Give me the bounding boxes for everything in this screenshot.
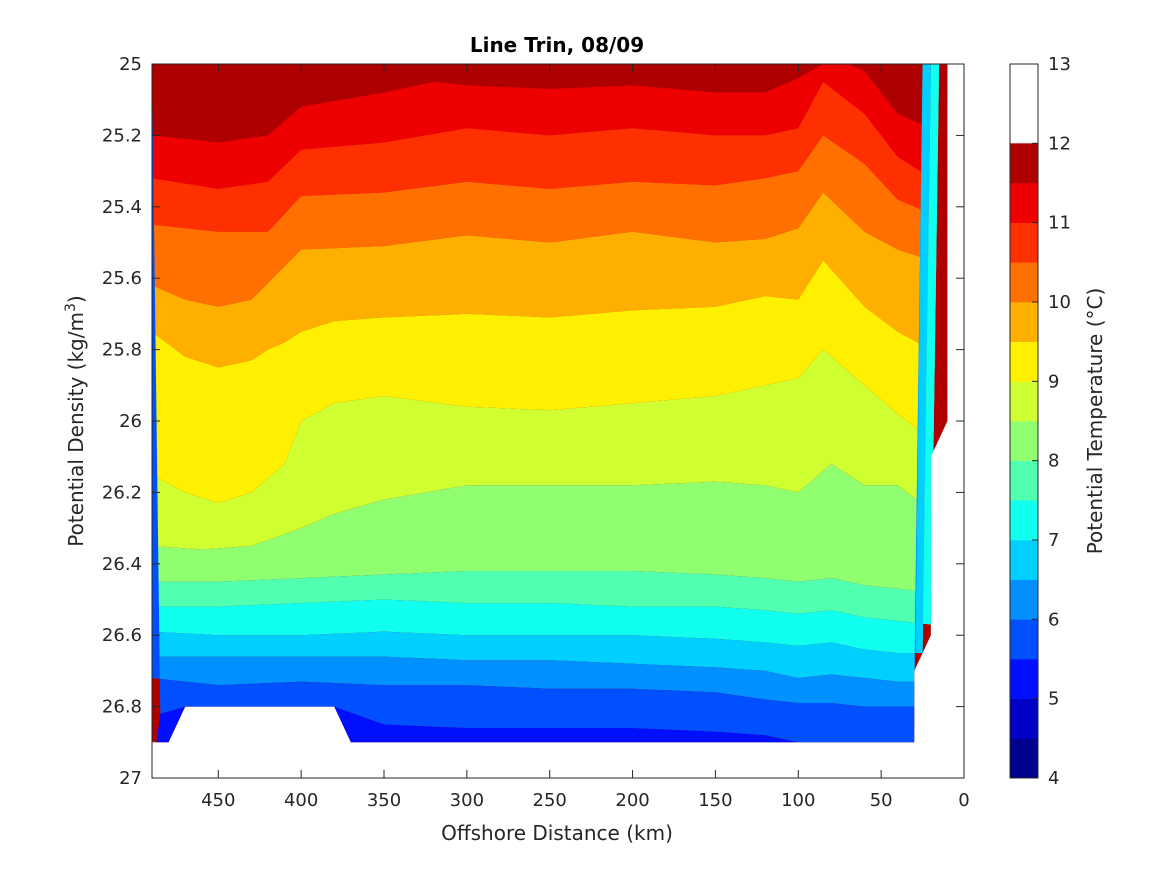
y-tick-label: 26.8 bbox=[102, 697, 142, 718]
colorbar-band bbox=[1010, 500, 1038, 541]
x-tick-label: 50 bbox=[870, 790, 893, 811]
colorbar-tick-label: 11 bbox=[1048, 213, 1071, 234]
y-tick-label: 27 bbox=[119, 768, 142, 789]
colorbar-band bbox=[1010, 143, 1038, 184]
contour-band bbox=[152, 64, 948, 504]
colorbar-frame bbox=[1009, 63, 1039, 779]
colorbar-tick-label: 8 bbox=[1048, 451, 1059, 472]
y-axis-label-superscript: 3 bbox=[63, 303, 79, 312]
colorbar-band bbox=[1010, 619, 1038, 660]
contour-band bbox=[152, 64, 948, 550]
colorbar-tick-label: 7 bbox=[1048, 530, 1059, 551]
colorbar-band bbox=[1010, 421, 1038, 461]
x-axis-label: Offshore Distance (km) bbox=[441, 821, 673, 845]
colorbar-tick-label: 10 bbox=[1048, 292, 1071, 313]
x-tick-label: 400 bbox=[284, 790, 318, 811]
y-tick-label: 25.6 bbox=[102, 268, 142, 289]
contour-band-deep bbox=[152, 706, 948, 743]
contour-band bbox=[152, 64, 948, 143]
y-tick-label: 25.2 bbox=[102, 125, 142, 146]
colorbar-tick-label: 5 bbox=[1048, 689, 1059, 710]
x-tick-label: 450 bbox=[201, 790, 235, 811]
colorbar-band bbox=[1010, 738, 1038, 779]
colorbar-label: Potential Temperature (°C) bbox=[1083, 288, 1107, 555]
x-tick-label: 250 bbox=[533, 790, 567, 811]
colorbar-band bbox=[1010, 381, 1038, 422]
colorbar-tick-label: 6 bbox=[1048, 609, 1059, 630]
contour-fills bbox=[152, 64, 948, 743]
colorbar-tick-label: 9 bbox=[1048, 371, 1059, 392]
contour-band bbox=[152, 64, 948, 368]
x-tick-label: 150 bbox=[698, 790, 732, 811]
y-axis-label-main: Potential Density (kg/m bbox=[64, 312, 88, 547]
x-tick-label: 0 bbox=[958, 790, 969, 811]
colorbar-band bbox=[1010, 302, 1038, 342]
colorbar-band bbox=[1010, 183, 1038, 223]
y-tick-label: 26.4 bbox=[102, 554, 142, 575]
chart-title: Line Trin, 08/09 bbox=[470, 33, 644, 57]
y-axis-label: Potential Density (kg/m3) bbox=[63, 295, 88, 546]
colorbar-band bbox=[1010, 540, 1038, 580]
y-tick-label: 25.8 bbox=[102, 340, 142, 361]
colorbar-tick-label: 13 bbox=[1048, 54, 1071, 75]
y-tick-label: 25 bbox=[119, 54, 142, 75]
x-tick-label: 100 bbox=[781, 790, 815, 811]
y-tick-label: 26.2 bbox=[102, 482, 142, 503]
plot-area bbox=[151, 63, 965, 779]
y-tick-label: 26.6 bbox=[102, 625, 142, 646]
colorbar-band bbox=[1010, 222, 1038, 263]
x-tick-label: 300 bbox=[450, 790, 484, 811]
axis-tick-marks bbox=[152, 63, 965, 779]
contour-band bbox=[152, 64, 948, 307]
y-tick-label: 26 bbox=[119, 411, 142, 432]
contour-band bbox=[152, 64, 948, 189]
colorbar-bands bbox=[1010, 143, 1038, 779]
colorbar-band bbox=[1010, 460, 1038, 501]
colorbar-tick-label: 12 bbox=[1048, 133, 1071, 154]
colorbar-tick-label: 4 bbox=[1048, 768, 1059, 789]
contour-band bbox=[152, 64, 948, 232]
contour-band bbox=[152, 64, 948, 593]
colorbar-band bbox=[1010, 659, 1038, 699]
colorbar-band bbox=[1010, 579, 1038, 620]
y-axis-label-close: ) bbox=[64, 295, 88, 303]
colorbar-band bbox=[1010, 698, 1038, 739]
y-axis-ticks: 25 25.2 25.4 25.6 25.8 26 26.2 26.4 26.6 26.8 27 bbox=[102, 54, 142, 789]
x-axis-ticks: 450 400 350 300 250 200 150 100 50 0 bbox=[201, 790, 970, 811]
y-tick-label: 25.4 bbox=[102, 197, 142, 218]
colorbar-band bbox=[1010, 341, 1038, 382]
colorbar: 4 5 6 7 8 9 10 11 12 13 Potential Temperature (°C… bbox=[1009, 54, 1107, 789]
x-tick-label: 200 bbox=[615, 790, 649, 811]
colorbar-ticks: 4 5 6 7 8 9 10 11 12 13 bbox=[1032, 54, 1071, 789]
colorbar-band bbox=[1010, 262, 1038, 303]
x-tick-label: 350 bbox=[367, 790, 401, 811]
